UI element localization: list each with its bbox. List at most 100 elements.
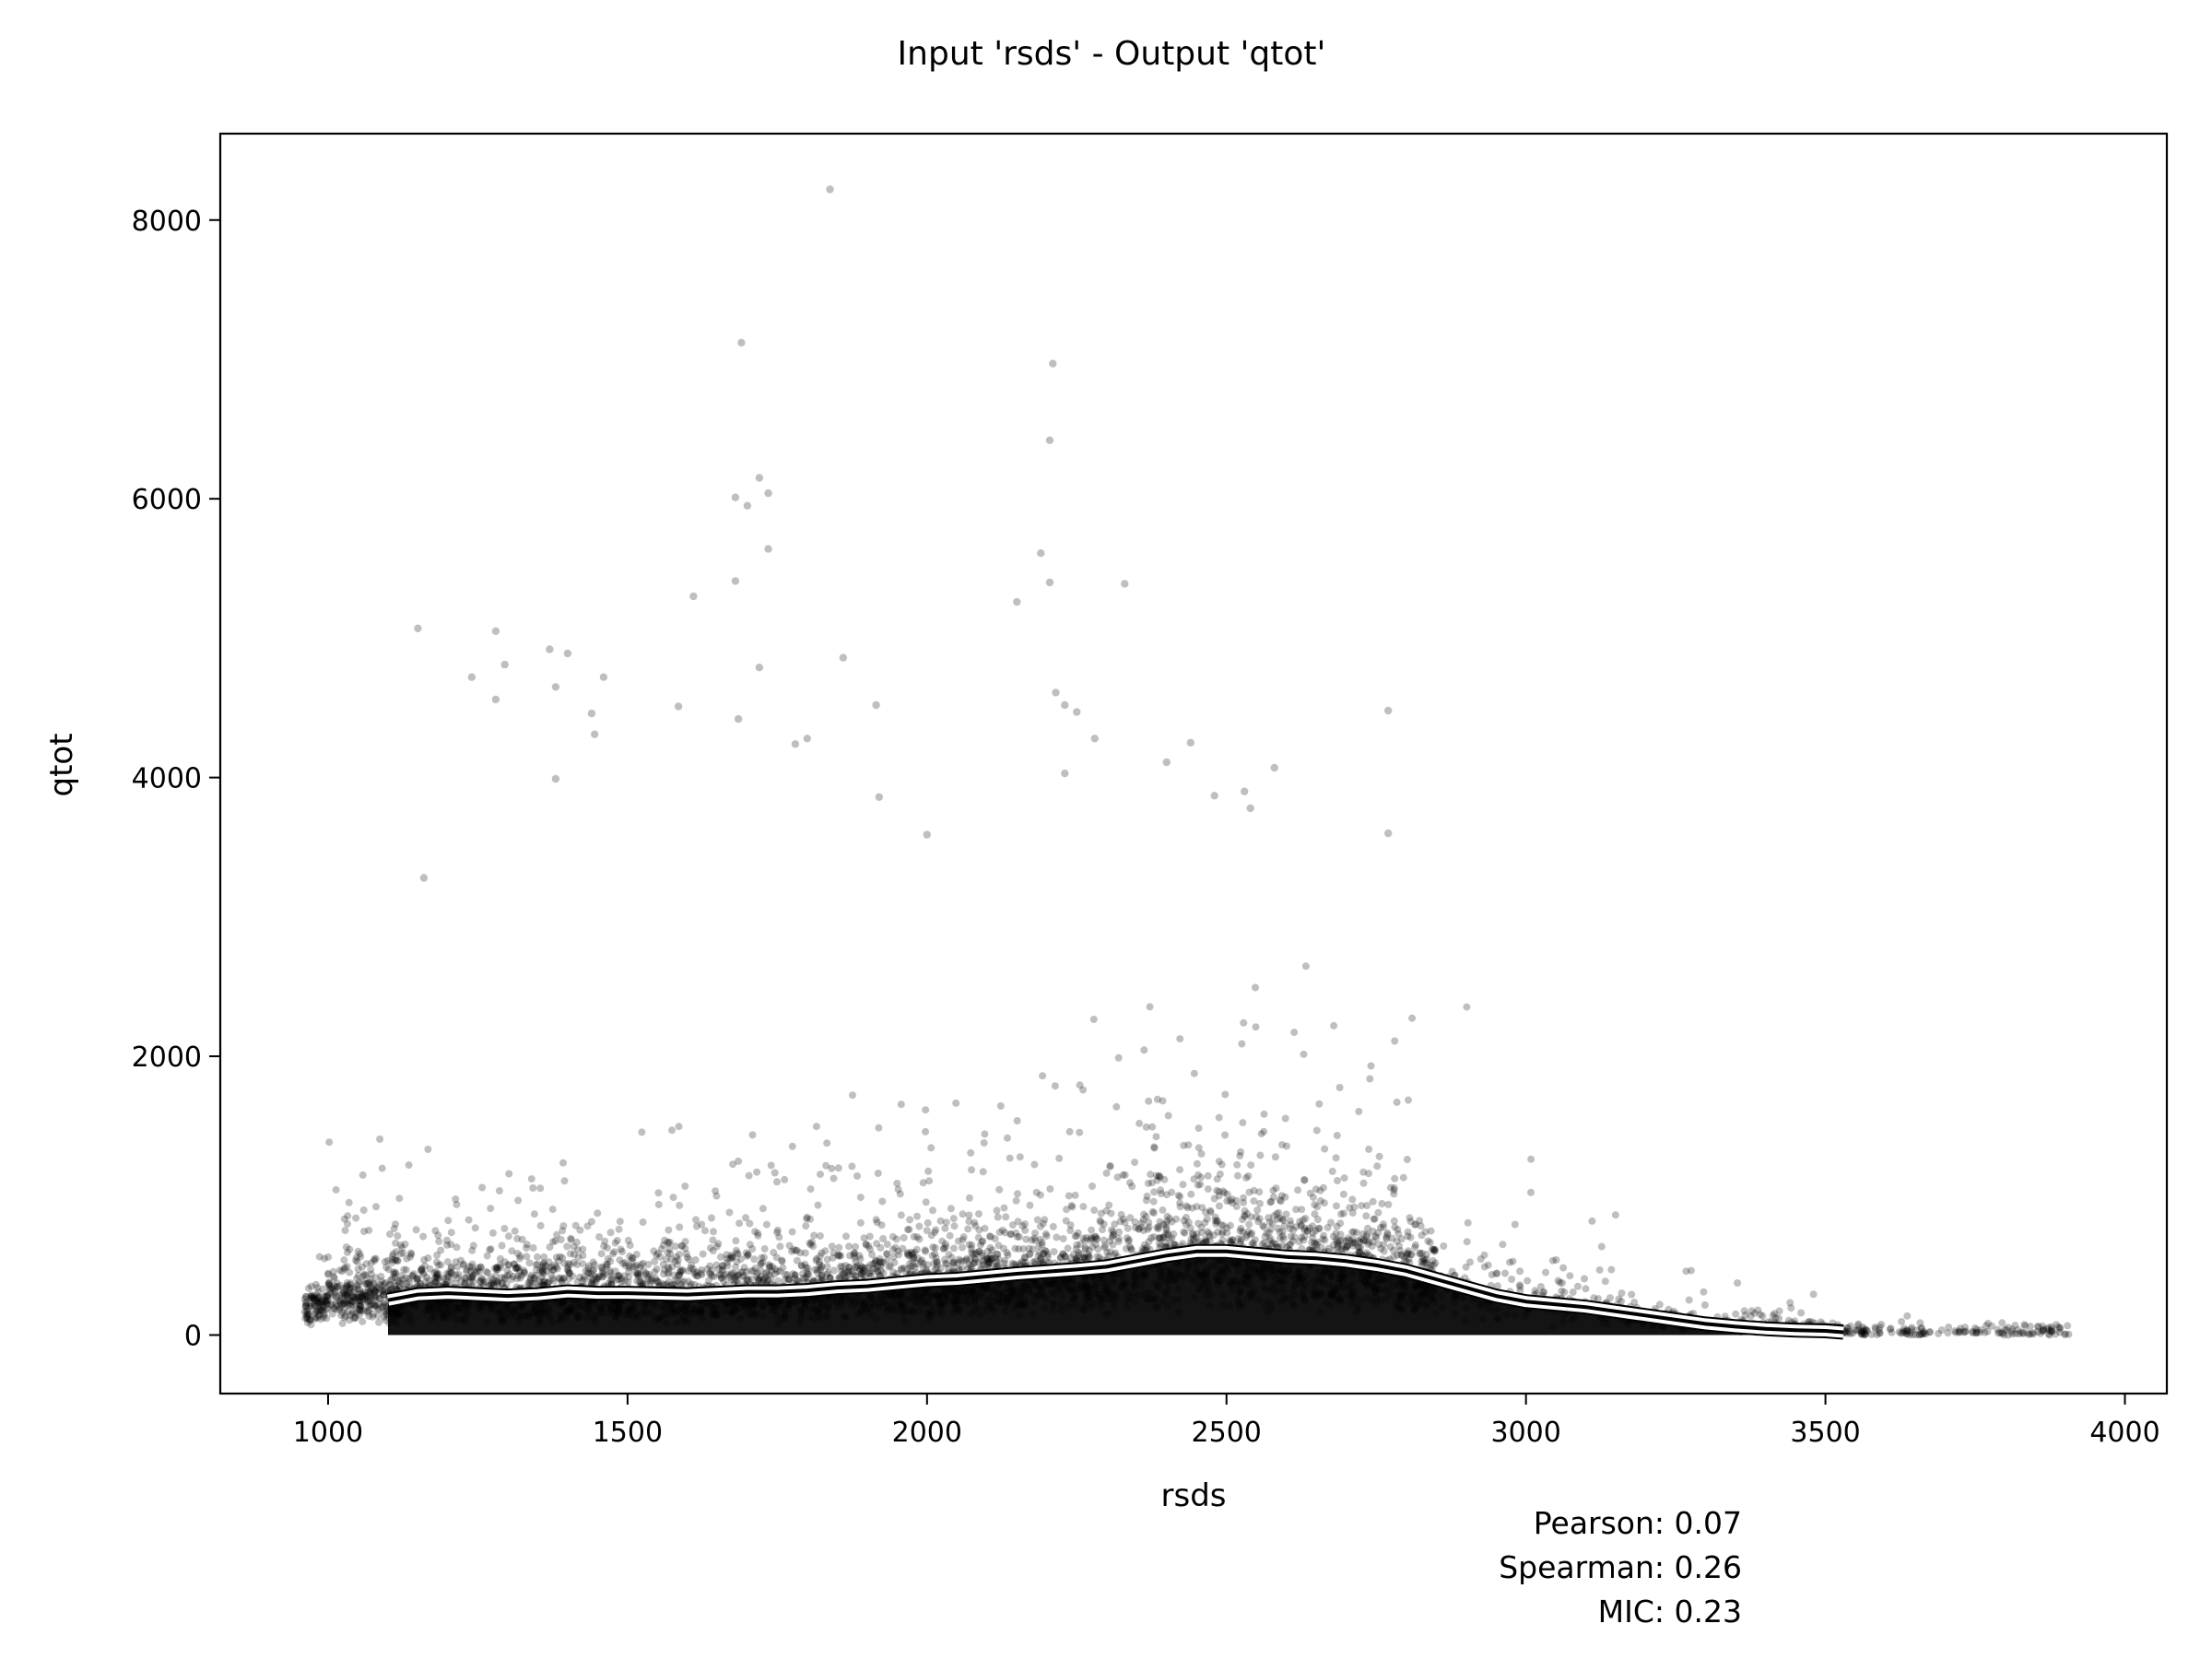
- scatter-point: [1316, 1196, 1324, 1205]
- scatter-point: [525, 1308, 534, 1316]
- scatter-point: [1212, 1219, 1220, 1228]
- scatter-point: [856, 1218, 865, 1227]
- scatter-point: [1088, 1182, 1096, 1190]
- scatter-point: [339, 1287, 347, 1295]
- scatter-point: [505, 1170, 513, 1178]
- scatter-point: [1315, 1224, 1324, 1232]
- scatter-point: [454, 1270, 463, 1278]
- scatter-point: [1041, 1230, 1050, 1238]
- scatter-point: [1287, 1220, 1295, 1229]
- scatter-point: [1187, 1235, 1195, 1243]
- scatter-point: [1180, 1274, 1188, 1282]
- scatter-point: [1956, 1324, 1964, 1333]
- scatter-point: [709, 1305, 716, 1313]
- scatter-point: [382, 1264, 391, 1271]
- scatter-point: [1053, 1233, 1061, 1241]
- scatter-point: [1036, 1191, 1044, 1199]
- scatter-point: [590, 1279, 598, 1288]
- scatter-point: [1410, 1283, 1418, 1291]
- scatter-point: [1159, 1206, 1167, 1214]
- scatter-point: [1180, 1141, 1188, 1149]
- scatter-point: [1277, 1192, 1286, 1200]
- scatter-point: [939, 1291, 947, 1300]
- scatter-point: [1139, 1216, 1147, 1224]
- scatter-point: [394, 1257, 402, 1265]
- scatter-point: [1204, 1265, 1211, 1273]
- scatter-point: [473, 1267, 481, 1276]
- scatter-point: [391, 1256, 399, 1265]
- scatter-point: [1747, 1307, 1756, 1315]
- scatter-point: [636, 1270, 644, 1278]
- scatter-point: [928, 1292, 936, 1300]
- scatter-point: [1223, 1266, 1231, 1275]
- scatter-point: [353, 1281, 361, 1289]
- scatter-point: [391, 1281, 399, 1289]
- scatter-point: [885, 1263, 893, 1271]
- scatter-point: [851, 1250, 859, 1258]
- scatter-point: [346, 1268, 354, 1277]
- scatter-point: [641, 1269, 650, 1277]
- scatter-point: [1320, 1199, 1328, 1207]
- scatter-point: [367, 1259, 375, 1267]
- scatter-point: [392, 1306, 400, 1314]
- scatter-point: [641, 1302, 648, 1311]
- scatter-point: [1235, 1261, 1243, 1269]
- scatter-point: [893, 1180, 901, 1187]
- scatter-point: [1378, 1200, 1386, 1207]
- scatter-point: [2062, 1330, 2070, 1338]
- scatter-point: [866, 1261, 875, 1269]
- scatter-point: [740, 1264, 748, 1272]
- scatter-point: [330, 1274, 338, 1282]
- scatter-point: [373, 1305, 382, 1313]
- scatter-point: [390, 1225, 398, 1233]
- scatter-point: [1336, 1274, 1345, 1282]
- scatter-point: [444, 1313, 453, 1322]
- scatter-point: [340, 1256, 348, 1265]
- scatter-point: [1356, 1249, 1363, 1257]
- scatter-point: [1343, 1242, 1351, 1251]
- scatter-point: [1945, 1324, 1953, 1331]
- scatter-point: [950, 1297, 959, 1305]
- scatter-point: [976, 1312, 984, 1319]
- scatter-point: [1464, 1218, 1472, 1227]
- scatter-point: [1368, 1242, 1376, 1251]
- scatter-point: [1110, 1303, 1118, 1312]
- scatter-point: [1376, 1276, 1384, 1284]
- scatter-point: [692, 1216, 700, 1224]
- scatter-point: [1216, 1277, 1224, 1286]
- scatter-point: [702, 1300, 710, 1308]
- scatter-point: [341, 1227, 349, 1234]
- scatter-point: [1007, 1292, 1016, 1300]
- scatter-point: [1346, 1204, 1354, 1212]
- scatter-point: [1206, 1237, 1214, 1245]
- scatter-point: [1539, 1288, 1547, 1297]
- scatter-point: [347, 1279, 355, 1288]
- scatter-point: [946, 1231, 954, 1240]
- scatter-point: [1199, 1275, 1207, 1283]
- scatter-point: [1109, 1277, 1117, 1285]
- scatter-point: [1384, 1200, 1393, 1208]
- scatter-point: [959, 1290, 967, 1299]
- scatter-point: [1122, 1244, 1130, 1253]
- scatter-point: [1035, 1282, 1043, 1290]
- scatter-point: [927, 1144, 935, 1152]
- scatter-point: [828, 1242, 836, 1251]
- scatter-point: [691, 1271, 700, 1278]
- scatter-point: [1205, 1230, 1213, 1238]
- scatter-point: [735, 1219, 744, 1228]
- scatter-point: [1241, 1271, 1250, 1279]
- scatter-point: [830, 1249, 838, 1256]
- scatter-point: [834, 1164, 842, 1172]
- scatter-point: [1204, 1279, 1212, 1288]
- scatter-point: [812, 1123, 820, 1131]
- scatter-point: [879, 1299, 888, 1307]
- scatter-point: [935, 1300, 944, 1309]
- scatter-point: [1423, 1288, 1431, 1296]
- scatter-point: [495, 1187, 503, 1194]
- scatter-point: [1153, 1176, 1161, 1184]
- scatter-point: [924, 1218, 932, 1227]
- scatter-point: [1203, 1215, 1211, 1223]
- scatter-point: [1215, 1113, 1223, 1122]
- scatter-point: [922, 1198, 930, 1206]
- scatter-point: [799, 1299, 807, 1306]
